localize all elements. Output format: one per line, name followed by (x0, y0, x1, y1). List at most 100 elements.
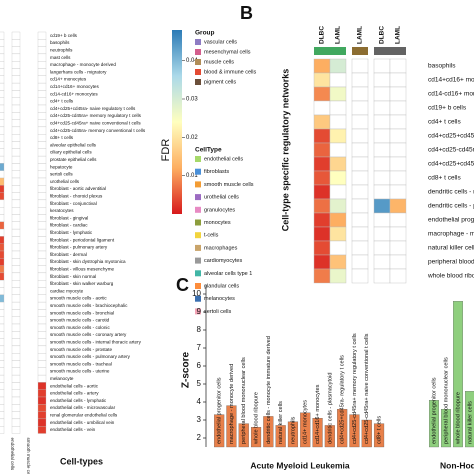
legend-label: macrophages (204, 245, 238, 251)
heat-cell (313, 114, 331, 130)
row-label: smooth muscle cells - prostate (50, 347, 112, 352)
heat-cell (37, 221, 47, 230)
heat-cell (389, 128, 407, 144)
heat-cell (329, 184, 347, 200)
heat-cell (373, 86, 391, 102)
bar-label: cd4+cd25-cd45ra+ naive conventional t ce… (364, 333, 370, 444)
heat-cell (37, 119, 47, 128)
heat-cell (0, 272, 5, 281)
row-label: keratocytes (50, 208, 74, 213)
heat-cell (0, 287, 5, 295)
heat-cell (0, 280, 5, 288)
heat-cell (0, 177, 5, 186)
legend-label: alveolar cells type 1 (204, 271, 252, 277)
row-label: endothelial progenitor cells (428, 217, 474, 224)
heat-cell (0, 46, 5, 55)
panel-letter: B (240, 3, 253, 23)
y-tick-label: 8 (197, 325, 202, 334)
heat-cell (11, 345, 21, 354)
heat-cell (389, 114, 407, 130)
legend-label: melanocytes (204, 296, 235, 302)
bar-label: cd4+cd25+cd45ra- regulatory t cells (340, 355, 346, 444)
heat-cell (11, 170, 21, 179)
heat-cell (0, 155, 5, 164)
column-group-bar (330, 47, 346, 55)
row-label: smooth muscle cells - bronchial (50, 310, 114, 315)
bar-label: neutrophils (290, 416, 296, 444)
heat-cell (329, 156, 347, 172)
heat-cell (37, 46, 47, 55)
heat-cell (0, 404, 5, 412)
colorbar-label: FDR (160, 139, 172, 162)
heat-cell (37, 236, 47, 244)
y-tick-label: 6 (197, 361, 202, 370)
heat-cell (11, 90, 21, 98)
bar (312, 418, 323, 448)
bar (214, 414, 225, 448)
heat-cell (0, 163, 5, 171)
heat-cell (11, 148, 21, 157)
heat-cell (0, 418, 5, 427)
heat-cell (11, 163, 21, 171)
heat-cell (37, 31, 47, 40)
bar (300, 412, 311, 448)
heat-cell (329, 268, 347, 284)
bar-label: endothelial progenitor cells (431, 377, 437, 444)
legend-swatch (195, 244, 201, 251)
heat-cell (11, 199, 21, 208)
heat-cell (329, 86, 347, 102)
heat-cell (313, 184, 331, 200)
row-label: macrophage - monocyte derived (428, 231, 474, 238)
panel-letter: C (176, 275, 189, 295)
heat-cell (0, 170, 5, 179)
heat-cell (389, 198, 407, 214)
heat-cell (37, 207, 47, 215)
row-label: natural killer cells (428, 245, 474, 252)
heat-cell (11, 236, 21, 244)
bar (441, 409, 451, 448)
legend-swatch (195, 39, 201, 45)
legend-swatch (195, 69, 201, 75)
heat-cell (0, 90, 5, 98)
row-label: cd14+cd16+ monocytes (428, 77, 474, 84)
heat-cell (351, 156, 369, 172)
legend-label: t-cells (204, 233, 219, 239)
column-label: DLBC (379, 26, 386, 44)
bar-label: peripheral blood mononuclear cells (443, 357, 449, 444)
legend-swatch (195, 270, 201, 277)
row-label: cd19+ b cells (428, 105, 467, 112)
heat-cell (37, 411, 47, 420)
heat-cell (11, 404, 21, 412)
row-label: prostate epithelial cells (50, 157, 97, 162)
heat-cell (11, 367, 21, 376)
row-label: fibroblast - lymphatic (50, 230, 93, 235)
bar (465, 391, 474, 448)
heat-cell (313, 268, 331, 284)
column-label: DLBC (319, 26, 326, 44)
row-label: fibroblast - pulmonary artery (50, 245, 108, 250)
heat-cell (11, 389, 21, 398)
heat-cell (0, 309, 5, 317)
row-label: langerhans cells - migratory (50, 69, 107, 74)
legend-swatch (195, 168, 201, 175)
legend-label: cardiomyocytes (204, 258, 242, 264)
heat-cell (37, 250, 47, 259)
heat-cell (373, 114, 391, 130)
row-label: cd4+ t cells (50, 99, 74, 104)
row-label: peripheral blood mononuclear cells (428, 259, 474, 266)
heat-cell (11, 207, 21, 215)
heat-cell (313, 72, 331, 88)
row-label: smooth muscle cells - tracheal (50, 361, 112, 366)
row-label: smooth muscle cells - aortic (50, 296, 107, 301)
heat-cell (389, 100, 407, 116)
heat-cell (37, 345, 47, 354)
row-label: dendritic cells - monocyte immature deri… (428, 189, 474, 196)
row-label: melanocyte (50, 376, 74, 381)
heat-cell (373, 240, 391, 256)
bar-label: cd14+ monocytes (303, 400, 309, 444)
legend-label: blood & immune cells (204, 69, 257, 75)
colorbar-tick-label: 0.04 (186, 58, 198, 64)
heat-cell (329, 240, 347, 256)
heat-cell (0, 294, 5, 303)
row-label: fibroblast - cardiac (50, 223, 88, 228)
